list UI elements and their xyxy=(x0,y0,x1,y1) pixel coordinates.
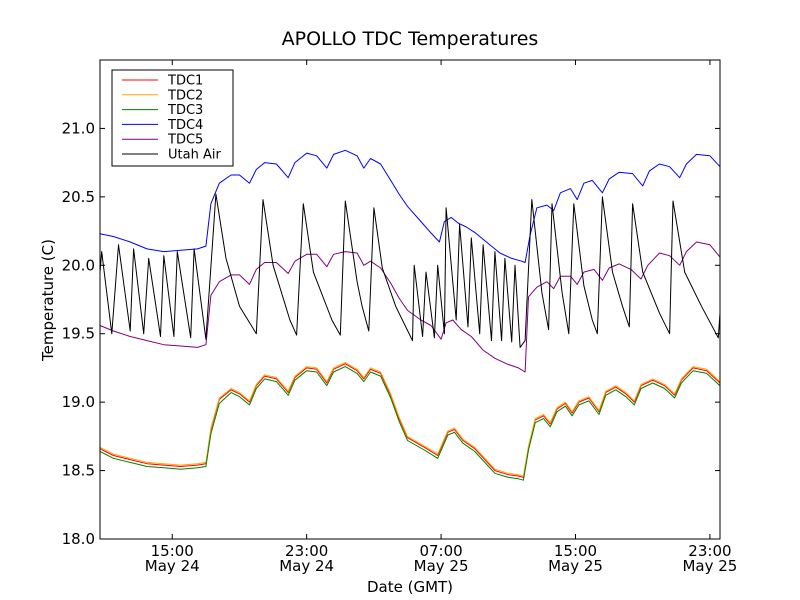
x-tick-label-time: 23:00 xyxy=(688,542,731,560)
y-tick-label: 18.5 xyxy=(62,462,95,480)
y-tick-label: 19.5 xyxy=(62,325,95,343)
legend-label: TDC4 xyxy=(167,118,203,133)
x-tick-label-time: 23:00 xyxy=(285,542,328,560)
x-tick-label-time: 15:00 xyxy=(554,542,597,560)
plot-series-group xyxy=(99,149,721,481)
legend-label: TDC1 xyxy=(167,74,203,89)
series-line-tdc4 xyxy=(99,149,721,263)
x-tick-label-date: May 25 xyxy=(682,557,737,575)
legend-label: TDC5 xyxy=(167,133,203,148)
series-line-tdc5 xyxy=(99,241,721,373)
y-tick-label: 20.5 xyxy=(62,188,95,206)
x-tick-label-date: May 24 xyxy=(279,557,334,575)
legend-label: TDC2 xyxy=(167,88,203,103)
y-tick-label: 20.0 xyxy=(62,256,95,274)
x-tick-label-time: 07:00 xyxy=(419,542,462,560)
series-line-tdc3 xyxy=(99,366,721,481)
legend-label: Utah Air xyxy=(168,148,221,163)
y-axis-title: Temperature (C) xyxy=(39,239,57,362)
series-line-tdc2 xyxy=(99,362,721,477)
series-line-utah-air xyxy=(99,193,721,348)
x-tick-label-date: May 25 xyxy=(414,557,469,575)
x-axis-title: Date (GMT) xyxy=(367,578,453,596)
y-tick-label: 18.0 xyxy=(62,530,95,548)
chart-title: APOLLO TDC Temperatures xyxy=(282,28,539,50)
y-tick-label: 19.0 xyxy=(62,393,95,411)
y-axis: 18.0 18.5 19.0 19.5 20.0 20.5 21.0 xyxy=(62,119,720,548)
plot-frame xyxy=(99,59,721,540)
y-tick-label: 21.0 xyxy=(62,119,95,137)
x-tick-label-date: May 25 xyxy=(548,557,603,575)
x-tick-label-time: 15:00 xyxy=(151,542,194,560)
series-line-tdc1 xyxy=(99,363,721,478)
x-tick-label-date: May 24 xyxy=(145,557,200,575)
legend-box xyxy=(111,69,234,167)
legend-label: TDC3 xyxy=(167,103,203,118)
